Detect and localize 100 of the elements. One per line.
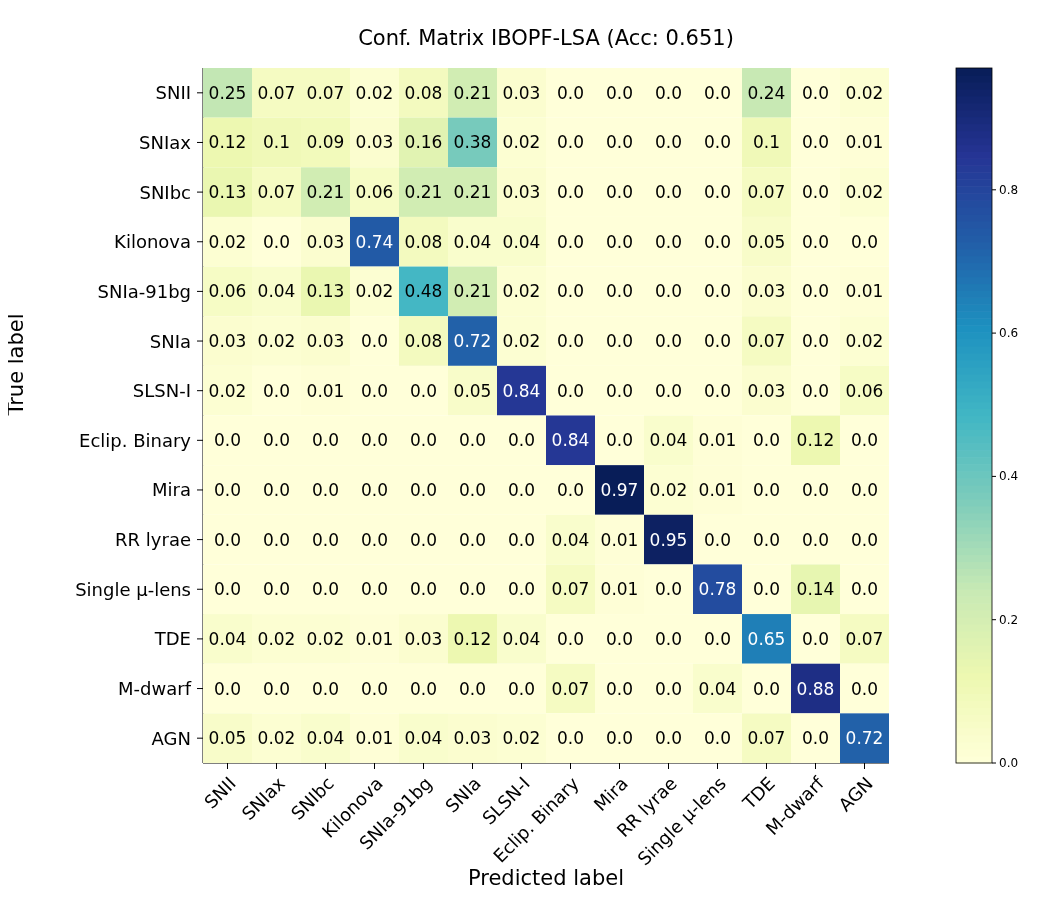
data-label: 0.0 <box>605 331 634 352</box>
data-label: 0.0 <box>507 430 536 451</box>
y-tick-label: Kilonova <box>114 231 191 253</box>
data-label: 0.48 <box>404 281 443 302</box>
data-label: 0.0 <box>703 82 732 103</box>
data-label: 0.01 <box>845 132 884 153</box>
data-label: 0.08 <box>404 231 443 252</box>
data-label: 0.0 <box>311 678 340 699</box>
y-tick-label: Mira <box>152 479 191 501</box>
data-label: 0.07 <box>306 82 345 103</box>
data-label: 0.0 <box>213 529 242 550</box>
data-label: 0.04 <box>698 678 737 699</box>
data-label: 0.0 <box>556 628 585 649</box>
data-label: 0.0 <box>556 380 585 401</box>
data-label: 0.0 <box>213 479 242 500</box>
data-label: 0.04 <box>404 728 443 749</box>
data-label: 0.0 <box>360 678 389 699</box>
data-label: 0.03 <box>502 182 541 203</box>
data-label: 0.02 <box>208 380 247 401</box>
data-label: 0.01 <box>600 579 639 600</box>
data-label: 0.02 <box>355 281 394 302</box>
data-label: 0.0 <box>556 231 585 252</box>
data-label: 0.0 <box>556 281 585 302</box>
data-label: 0.14 <box>796 579 835 600</box>
data-label: 0.0 <box>801 380 830 401</box>
data-label: 0.0 <box>360 331 389 352</box>
data-label: 0.0 <box>605 430 634 451</box>
data-label: 0.13 <box>208 182 247 203</box>
data-label: 0.0 <box>654 82 683 103</box>
colorbar: 0.0 0.2 0.4 0.6 0.8 <box>936 8 1031 898</box>
data-label: 0.07 <box>257 82 296 103</box>
data-label: 0.02 <box>355 82 394 103</box>
data-label: 0.0 <box>703 628 732 649</box>
data-label: 0.03 <box>208 331 247 352</box>
data-label: 0.02 <box>502 728 541 749</box>
data-label: 0.84 <box>502 380 541 401</box>
data-label: 0.01 <box>600 529 639 550</box>
data-label: 0.84 <box>551 430 590 451</box>
data-label: 0.0 <box>458 479 487 500</box>
data-label: 0.0 <box>850 231 879 252</box>
data-label: 0.21 <box>453 281 492 302</box>
data-label: 0.24 <box>747 82 786 103</box>
data-label: 0.05 <box>747 231 786 252</box>
data-label: 0.97 <box>600 479 639 500</box>
y-tick-label: SNII <box>155 82 191 104</box>
data-label: 0.04 <box>649 430 688 451</box>
data-label: 0.78 <box>698 579 737 600</box>
data-label: 0.0 <box>605 678 634 699</box>
data-label: 0.07 <box>845 628 884 649</box>
data-label: 0.0 <box>850 678 879 699</box>
data-label: 0.0 <box>801 182 830 203</box>
color-bar-label: 0.2 <box>999 612 1019 627</box>
data-label: 0.0 <box>409 380 438 401</box>
color-bar-label: 0.0 <box>999 756 1019 770</box>
data-label: 0.02 <box>845 82 884 103</box>
data-label: 0.01 <box>355 628 394 649</box>
data-label: 0.05 <box>208 728 247 749</box>
data-label: 0.0 <box>703 231 732 252</box>
data-label: 0.25 <box>208 82 247 103</box>
data-label: 0.21 <box>453 182 492 203</box>
data-label: 0.0 <box>556 132 585 153</box>
data-label: 0.0 <box>409 678 438 699</box>
data-label: 0.0 <box>801 331 830 352</box>
data-label: 0.02 <box>257 728 296 749</box>
data-label: 0.07 <box>747 728 786 749</box>
data-label: 0.0 <box>801 728 830 749</box>
data-label: 0.12 <box>796 430 835 451</box>
y-axis-title: True label <box>4 313 29 417</box>
data-label: 0.72 <box>845 728 884 749</box>
data-label: 0.0 <box>801 132 830 153</box>
data-label: 0.08 <box>404 331 443 352</box>
y-tick-label: SNIax <box>139 131 192 153</box>
color-bar-label: 0.4 <box>999 469 1019 484</box>
data-label: 0.38 <box>453 132 492 153</box>
data-label: 0.03 <box>453 728 492 749</box>
data-label: 0.0 <box>311 430 340 451</box>
y-tick-label: M-dwarf <box>118 678 192 700</box>
data-label: 0.0 <box>262 430 291 451</box>
data-label: 0.0 <box>605 182 634 203</box>
data-label: 0.03 <box>404 628 443 649</box>
data-label: 0.72 <box>453 331 492 352</box>
data-label: 0.0 <box>262 678 291 699</box>
chart-title: Conf. Matrix IBOPF-LSA (Acc: 0.651) <box>357 26 735 50</box>
data-label: 0.0 <box>703 281 732 302</box>
data-label: 0.0 <box>752 430 781 451</box>
data-label: 0.16 <box>404 132 443 153</box>
data-label: 0.01 <box>698 479 737 500</box>
data-label: 0.0 <box>311 479 340 500</box>
data-label: 0.04 <box>551 529 590 550</box>
color-bar-label: 0.6 <box>999 326 1019 341</box>
data-label: 0.07 <box>551 678 590 699</box>
data-label: 0.09 <box>306 132 345 153</box>
data-label: 0.0 <box>556 728 585 749</box>
data-label: 0.01 <box>306 380 345 401</box>
data-label: 0.0 <box>213 678 242 699</box>
data-label: 0.74 <box>355 231 394 252</box>
data-label: 0.04 <box>306 728 345 749</box>
data-label: 0.0 <box>360 479 389 500</box>
data-label: 0.0 <box>458 678 487 699</box>
data-label: 0.13 <box>306 281 345 302</box>
